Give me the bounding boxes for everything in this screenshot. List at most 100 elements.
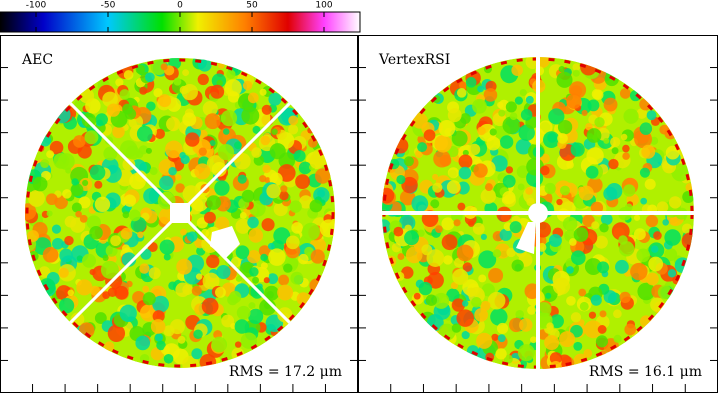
surface-blob — [425, 294, 438, 306]
surface-blob — [181, 83, 198, 101]
surface-blob — [544, 335, 560, 351]
surface-blob — [573, 227, 589, 242]
surface-blob — [100, 260, 119, 279]
surface-blob — [571, 250, 586, 266]
surface-blob — [433, 292, 450, 309]
surface-blob — [562, 216, 578, 232]
surface-blob — [595, 335, 609, 348]
surface-blob — [418, 281, 433, 296]
surface-blob — [478, 274, 487, 283]
surface-blob — [520, 109, 533, 121]
surface-blob — [427, 272, 444, 289]
surface-blob — [64, 215, 77, 228]
surface-blob — [594, 235, 608, 249]
surface-blob — [154, 128, 165, 140]
surface-blob — [317, 189, 326, 198]
surface-blob — [403, 156, 414, 167]
surface-blob — [536, 302, 552, 317]
surface-map — [25, 58, 335, 368]
surface-blob — [600, 213, 613, 225]
colorbar-tick-label: -50 — [101, 1, 116, 11]
surface-blob — [646, 110, 657, 121]
surface-blob — [588, 311, 597, 319]
surface-blob — [461, 330, 470, 340]
surface-blob — [142, 285, 150, 293]
surface-blob — [40, 159, 50, 168]
surface-blob — [191, 348, 203, 360]
surface-blob — [578, 319, 585, 326]
surface-blob — [623, 184, 636, 197]
surface-blob — [70, 183, 84, 197]
surface-blob — [515, 310, 525, 319]
surface-blob — [404, 224, 412, 232]
surface-blob — [430, 199, 440, 209]
surface-blob — [392, 137, 409, 154]
surface-blob — [158, 94, 172, 108]
surface-blob — [202, 272, 220, 290]
surface-blob — [459, 113, 471, 124]
surface-blob — [177, 335, 186, 344]
surface-blob — [585, 122, 593, 131]
surface-blob — [209, 140, 216, 147]
surface-blob — [273, 227, 291, 245]
surface-blob — [502, 191, 516, 205]
surface-blob — [579, 301, 589, 311]
surface-blob — [107, 287, 118, 297]
surface-blob — [569, 238, 577, 246]
surface-blob — [258, 245, 271, 257]
surface-blob — [206, 254, 220, 269]
surface-blob — [203, 211, 216, 224]
surface-blob — [122, 211, 130, 219]
surface-blob — [644, 178, 656, 190]
colorbar-tick-label: 100 — [315, 1, 332, 11]
surface-blob — [603, 137, 610, 144]
surface-blob — [128, 209, 141, 222]
surface-blob — [288, 115, 299, 126]
surface-blob — [268, 92, 282, 106]
surface-blob — [71, 178, 79, 186]
surface-blob — [664, 229, 681, 246]
surface-blob — [525, 95, 534, 104]
surface-blob — [89, 269, 96, 276]
surface-blob — [557, 133, 568, 144]
surface-blob — [136, 125, 153, 142]
surface-blob — [667, 269, 677, 278]
surface-blob — [434, 135, 452, 153]
surface-blob — [496, 322, 509, 335]
surface-blob — [259, 175, 267, 183]
surface-blob — [223, 128, 230, 135]
surface-blob — [186, 231, 198, 242]
surface-blob — [382, 219, 391, 234]
hole — [528, 203, 548, 223]
surface-blob — [489, 128, 497, 136]
surface-blob — [259, 88, 267, 96]
surface-blob — [154, 333, 164, 342]
rim — [25, 58, 335, 368]
surface-blob — [150, 319, 166, 334]
surface-blob — [280, 185, 288, 193]
surface-blob — [578, 185, 594, 201]
hole — [210, 226, 240, 258]
surface-blob — [94, 312, 107, 325]
surface-blob — [115, 78, 124, 87]
surface-blob — [559, 331, 576, 348]
surface-blob — [566, 296, 576, 306]
surface-blob — [137, 231, 144, 239]
surface-blob — [166, 117, 181, 132]
surface-blob — [49, 140, 64, 155]
surface-blob — [599, 223, 609, 233]
surface-blob — [668, 196, 682, 209]
surface-blob — [594, 117, 605, 128]
surface-blob — [288, 124, 299, 135]
surface-blob — [578, 288, 587, 297]
surface-blob — [556, 71, 573, 88]
surface-blob — [452, 268, 469, 285]
surface-blob — [540, 165, 550, 176]
surface-blob — [498, 109, 506, 117]
surface-blob — [114, 285, 129, 300]
surface-blob — [474, 308, 489, 322]
surface-blob — [278, 274, 290, 286]
surface-blob — [438, 120, 456, 137]
surface-blob — [168, 167, 177, 176]
